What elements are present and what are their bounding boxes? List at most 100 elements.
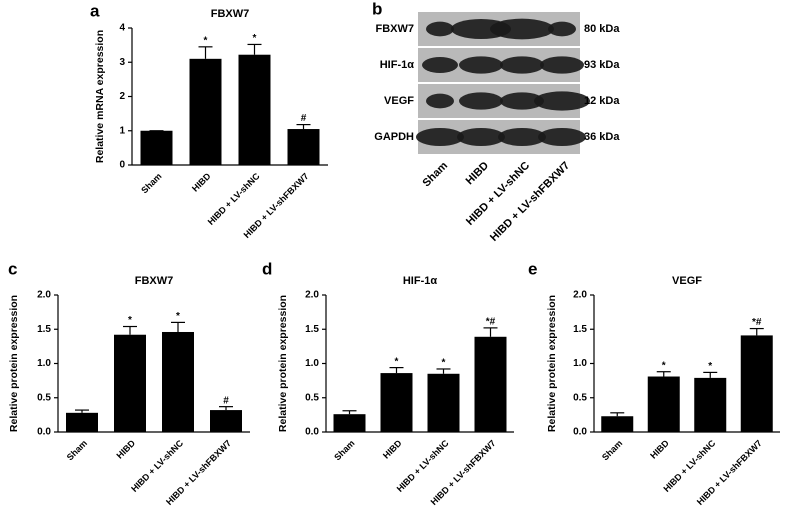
error-bar [342,410,357,415]
bar [740,335,773,432]
y-tick-label: 0 [119,160,125,171]
blot-lane-label: HIBD [464,160,492,188]
bar [380,373,413,432]
panel-letter: c [8,259,17,278]
error-bar [75,409,89,413]
y-tick-label: 0.0 [305,427,319,438]
x-tick-label: HIBD [648,438,671,461]
error-bar [198,46,213,59]
significance-mark: # [223,395,229,406]
error-bar [389,367,404,374]
bar [114,334,146,432]
y-tick-label: 0.0 [573,427,587,438]
y-axis-label: Relative protein expression [546,295,558,432]
bar [601,416,634,432]
bar [189,58,222,166]
significance-mark: * [253,33,257,44]
blot-band [426,93,454,109]
blot-band [426,21,454,37]
error-bar [123,325,137,335]
error-bar [296,123,311,130]
bar [427,373,460,432]
y-tick-label: 1.5 [37,324,51,335]
significance-mark: * [128,315,132,326]
blot-band [459,92,503,110]
blot-band [534,91,590,111]
bar [333,414,366,432]
blot-band [500,92,544,110]
blot-band [422,57,458,73]
y-tick-label: 1.0 [37,358,51,369]
chart-title: VEGF [672,275,702,287]
panel-letter: d [262,259,272,278]
blot-size-label: 12 kDa [584,95,620,107]
blot-band [548,21,576,37]
blot-lane-label: Sham [420,160,450,190]
blot-band [457,128,505,146]
blot-row-label: VEGF [384,95,414,107]
x-tick-label: HIBD [114,438,137,461]
bar [647,376,680,432]
panel-letter: b [372,0,382,18]
blot-band [500,56,544,74]
chart-title: FBXW7 [135,275,174,287]
bar [694,377,727,432]
blot-size-label: 80 kDa [584,23,620,35]
panel-letter: e [528,259,537,278]
error-bar [171,321,185,332]
bar [210,410,242,432]
panel-letter: a [90,1,100,20]
chart-title: HIF-1α [403,275,438,287]
y-tick-label: 2.0 [305,290,319,301]
significance-mark: * [395,356,399,367]
error-bar [749,327,764,336]
y-tick-label: 1 [119,125,125,136]
x-tick-label: Sham [65,438,89,462]
y-tick-label: 0.5 [305,392,319,403]
significance-mark: * [442,358,446,369]
blot-size-label: 93 kDa [584,59,620,71]
blot-lane-label: HIBD + LV-shFBXW7 [488,160,572,244]
y-tick-label: 1.0 [573,358,587,369]
bar [474,336,507,432]
bar [140,130,173,165]
y-tick-label: 4 [119,23,125,34]
bar [162,331,194,432]
y-tick-label: 3 [119,57,125,68]
x-tick-label: HIBD [190,171,213,194]
x-tick-label: HIBD [381,438,404,461]
error-bar [656,371,671,377]
y-tick-label: 1.0 [305,358,319,369]
blot-band [538,128,586,146]
blot-row-label: HIF-1α [380,59,415,71]
x-tick-label: HIBD + LV-shNC [129,438,185,494]
y-axis-label: Relative protein expression [277,295,289,432]
y-tick-label: 0.5 [573,392,587,403]
x-tick-label: Sham [139,171,163,195]
blot-band [540,56,584,74]
significance-mark: # [301,113,307,124]
bar [66,412,98,432]
blot-row-label: FBXW7 [376,23,415,35]
y-axis-label: Relative mRNA expression [94,30,106,163]
blot-band [459,56,503,74]
bar [287,129,320,165]
blot-band [490,18,554,40]
x-tick-label: Sham [600,438,624,462]
chart-title: FBXW7 [211,8,250,20]
x-tick-label: HIBD + LV-shNC [206,171,262,227]
significance-mark: * [176,311,180,322]
blot-band [498,128,546,146]
error-bar [483,327,498,337]
significance-mark: *# [486,317,496,328]
y-tick-label: 2.0 [37,290,51,301]
x-tick-label: Sham [332,438,356,462]
y-tick-label: 1.5 [573,324,587,335]
bar [238,54,271,166]
error-bar [247,43,262,55]
blot-row-label: GAPDH [374,131,414,143]
y-tick-label: 1.5 [305,324,319,335]
y-tick-label: 0.0 [37,427,51,438]
y-tick-label: 0.5 [37,392,51,403]
